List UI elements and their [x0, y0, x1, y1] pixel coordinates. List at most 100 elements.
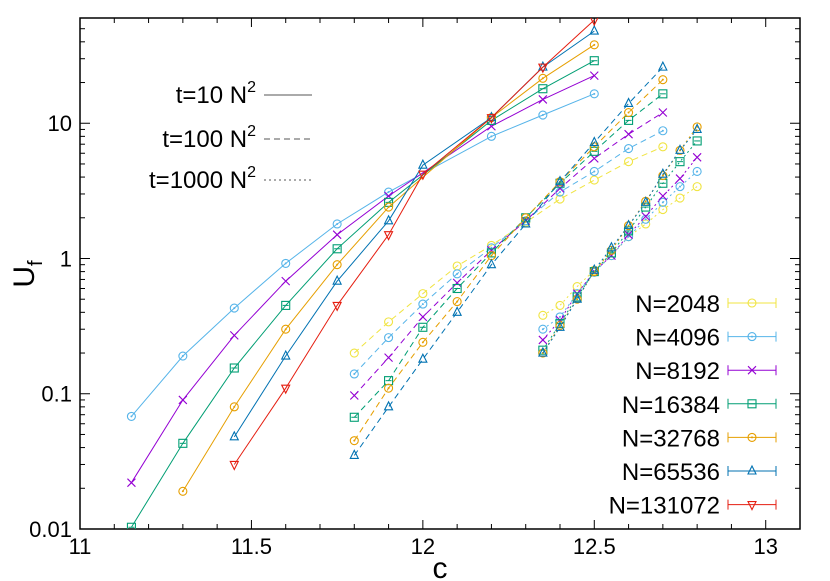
data-point — [692, 182, 702, 192]
data-point — [126, 411, 136, 421]
data-point — [332, 230, 342, 240]
data-point — [229, 402, 239, 412]
data-point — [538, 73, 548, 83]
data-point — [383, 231, 394, 241]
data-point — [178, 395, 188, 405]
data-point — [486, 111, 497, 122]
n-legend-label: N=2048 — [635, 291, 720, 318]
time-legend-sup: 2 — [247, 164, 256, 181]
data-point — [384, 187, 394, 197]
y-tick-label: 1 — [60, 246, 72, 271]
x-tick-label: 13 — [753, 534, 777, 559]
time-legend-label: t=1000 N2 — [149, 164, 256, 194]
data-point — [555, 194, 565, 204]
data-point — [590, 18, 599, 27]
data-point — [658, 89, 668, 99]
series-N=131072 — [229, 18, 599, 471]
data-point — [538, 84, 548, 94]
data-point — [692, 136, 702, 146]
data-point — [281, 300, 291, 310]
data-point — [332, 260, 342, 270]
n-legend-label: N=32768 — [622, 425, 720, 452]
data-point — [452, 283, 462, 294]
data-point — [418, 312, 428, 322]
data-point — [229, 460, 240, 471]
series-line — [182, 44, 595, 492]
data-point — [280, 384, 291, 395]
n-legend-marker — [747, 399, 757, 409]
data-point — [675, 157, 685, 167]
data-point — [349, 391, 359, 400]
data-point — [538, 95, 548, 104]
data-point — [229, 430, 240, 441]
data-point — [383, 214, 394, 225]
data-point — [675, 174, 685, 183]
data-point — [452, 269, 462, 279]
n-legend-label: N=131072 — [609, 493, 720, 520]
data-point — [178, 486, 188, 496]
data-point — [332, 301, 343, 312]
data-point — [675, 193, 685, 203]
data-point — [384, 353, 393, 363]
data-point — [538, 345, 548, 355]
series-line — [542, 140, 698, 351]
time-legend-sup: 2 — [247, 79, 256, 96]
n-legend-marker — [747, 464, 757, 475]
time-legend-label: t=100 N2 — [162, 123, 256, 153]
series-N=32768 — [178, 40, 702, 496]
data-point — [657, 60, 668, 71]
y-tick-label: 0.1 — [41, 382, 72, 407]
data-point — [692, 123, 703, 133]
data-point — [640, 196, 651, 206]
x-tick-label: 11.5 — [231, 534, 272, 559]
data-point — [417, 352, 428, 363]
data-point — [658, 108, 668, 117]
series-line — [233, 19, 595, 465]
data-point — [538, 110, 548, 120]
data-point — [658, 171, 668, 181]
data-point — [384, 317, 394, 327]
time-legend-text: t=1000 N — [149, 167, 247, 194]
data-point — [418, 322, 428, 332]
n-legend-marker — [747, 365, 757, 375]
data-point — [538, 324, 548, 334]
data-point — [537, 60, 548, 71]
time-legend-text: t=10 N — [176, 82, 247, 109]
data-point — [555, 175, 565, 186]
series-layer — [126, 18, 703, 529]
data-point — [624, 107, 634, 118]
series-line — [353, 130, 664, 375]
data-point — [658, 178, 668, 188]
y-tick-label: 10 — [48, 111, 72, 136]
data-point — [623, 97, 634, 108]
data-point — [675, 182, 685, 192]
x-tick-label: 11 — [69, 534, 92, 559]
data-point — [589, 166, 599, 177]
data-point — [658, 126, 668, 136]
data-point — [624, 129, 633, 139]
data-point — [589, 263, 600, 274]
n-legend-label: N=16384 — [622, 392, 720, 419]
data-point — [384, 202, 394, 212]
data-point — [452, 278, 462, 288]
data-point — [641, 211, 651, 221]
data-point — [349, 369, 359, 379]
data-point — [589, 89, 599, 99]
data-point — [675, 144, 685, 154]
n-legend: N=2048 N=4096 N=8192 N=16384 N=32768 N=65536 N… — [609, 291, 777, 520]
data-point — [486, 258, 497, 269]
data-point — [572, 292, 583, 303]
data-point — [332, 274, 343, 285]
data-point — [229, 331, 239, 340]
time-legend: t=10 N2t=100 N2t=1000 N2 — [149, 79, 312, 194]
data-point — [418, 289, 428, 299]
data-point — [657, 167, 668, 178]
data-point — [692, 152, 702, 162]
data-point — [555, 183, 565, 193]
data-point — [589, 56, 599, 66]
data-point — [589, 24, 600, 35]
n-legend-label: N=65536 — [622, 459, 720, 486]
series-line — [353, 66, 664, 456]
data-point — [520, 217, 531, 228]
